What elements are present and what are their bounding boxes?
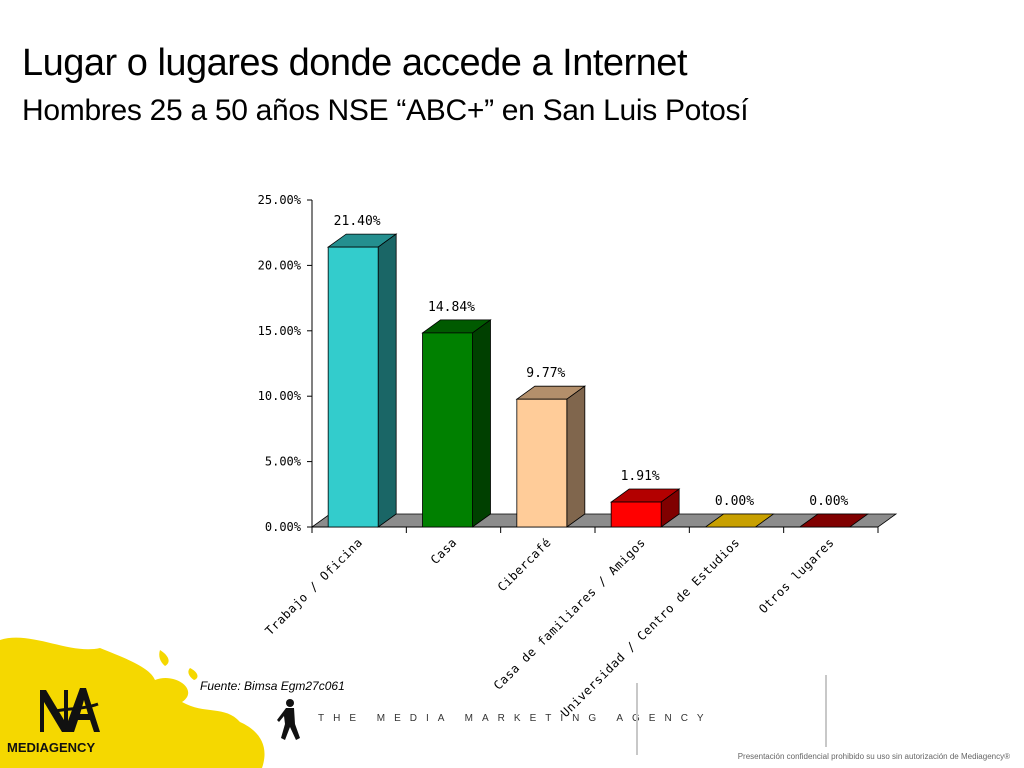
x-tick-label: Trabajo / Oficina [263,535,366,638]
x-tick-label: Casa [428,535,460,567]
y-tick-label: 20.00% [258,258,302,272]
walking-man-icon [277,699,300,740]
y-tick-label: 5.00% [265,455,302,469]
x-tick-label: Cibercafé [495,535,554,594]
y-tick-label: 25.00% [258,193,302,207]
data-label: 9.77% [526,366,565,381]
x-tick-label: Casa de familiares / Amigos [491,535,648,692]
bar-side [472,319,491,528]
bar [327,246,379,528]
bar-side [377,233,397,528]
divider-line [825,675,827,747]
brand-name: MEDIAGENCY [7,740,96,755]
data-label: 1.91% [621,469,660,484]
page-subtitle: Hombres 25 a 50 años NSE “ABC+” en San L… [22,94,749,127]
y-tick-label: 0.00% [265,520,302,534]
bar [516,398,568,528]
y-tick-label: 10.00% [258,389,302,403]
confidential-note: Presentación confidencial prohibido su u… [737,752,1010,761]
divider-line [636,683,638,755]
bar [610,501,662,528]
source-note: Fuente: Bimsa Egm27c061 [200,679,345,693]
data-label: 0.00% [715,494,754,509]
data-label: 14.84% [428,300,475,315]
bar [704,513,775,528]
bar [798,513,870,528]
data-label: 0.00% [809,494,848,509]
data-label: 21.40% [334,214,381,229]
bar-side [566,385,586,528]
page-title: Lugar o lugares donde accede a Internet [22,42,688,84]
bar [422,332,473,528]
y-tick-label: 15.00% [258,324,302,338]
x-tick-label: Universidad / Centro de Estudios [558,535,743,720]
mediagency-logo-icon [40,688,100,732]
x-tick-label: Otros lugares [756,535,837,616]
agency-tagline: THE MEDIA MARKETING AGENCY [318,713,713,724]
